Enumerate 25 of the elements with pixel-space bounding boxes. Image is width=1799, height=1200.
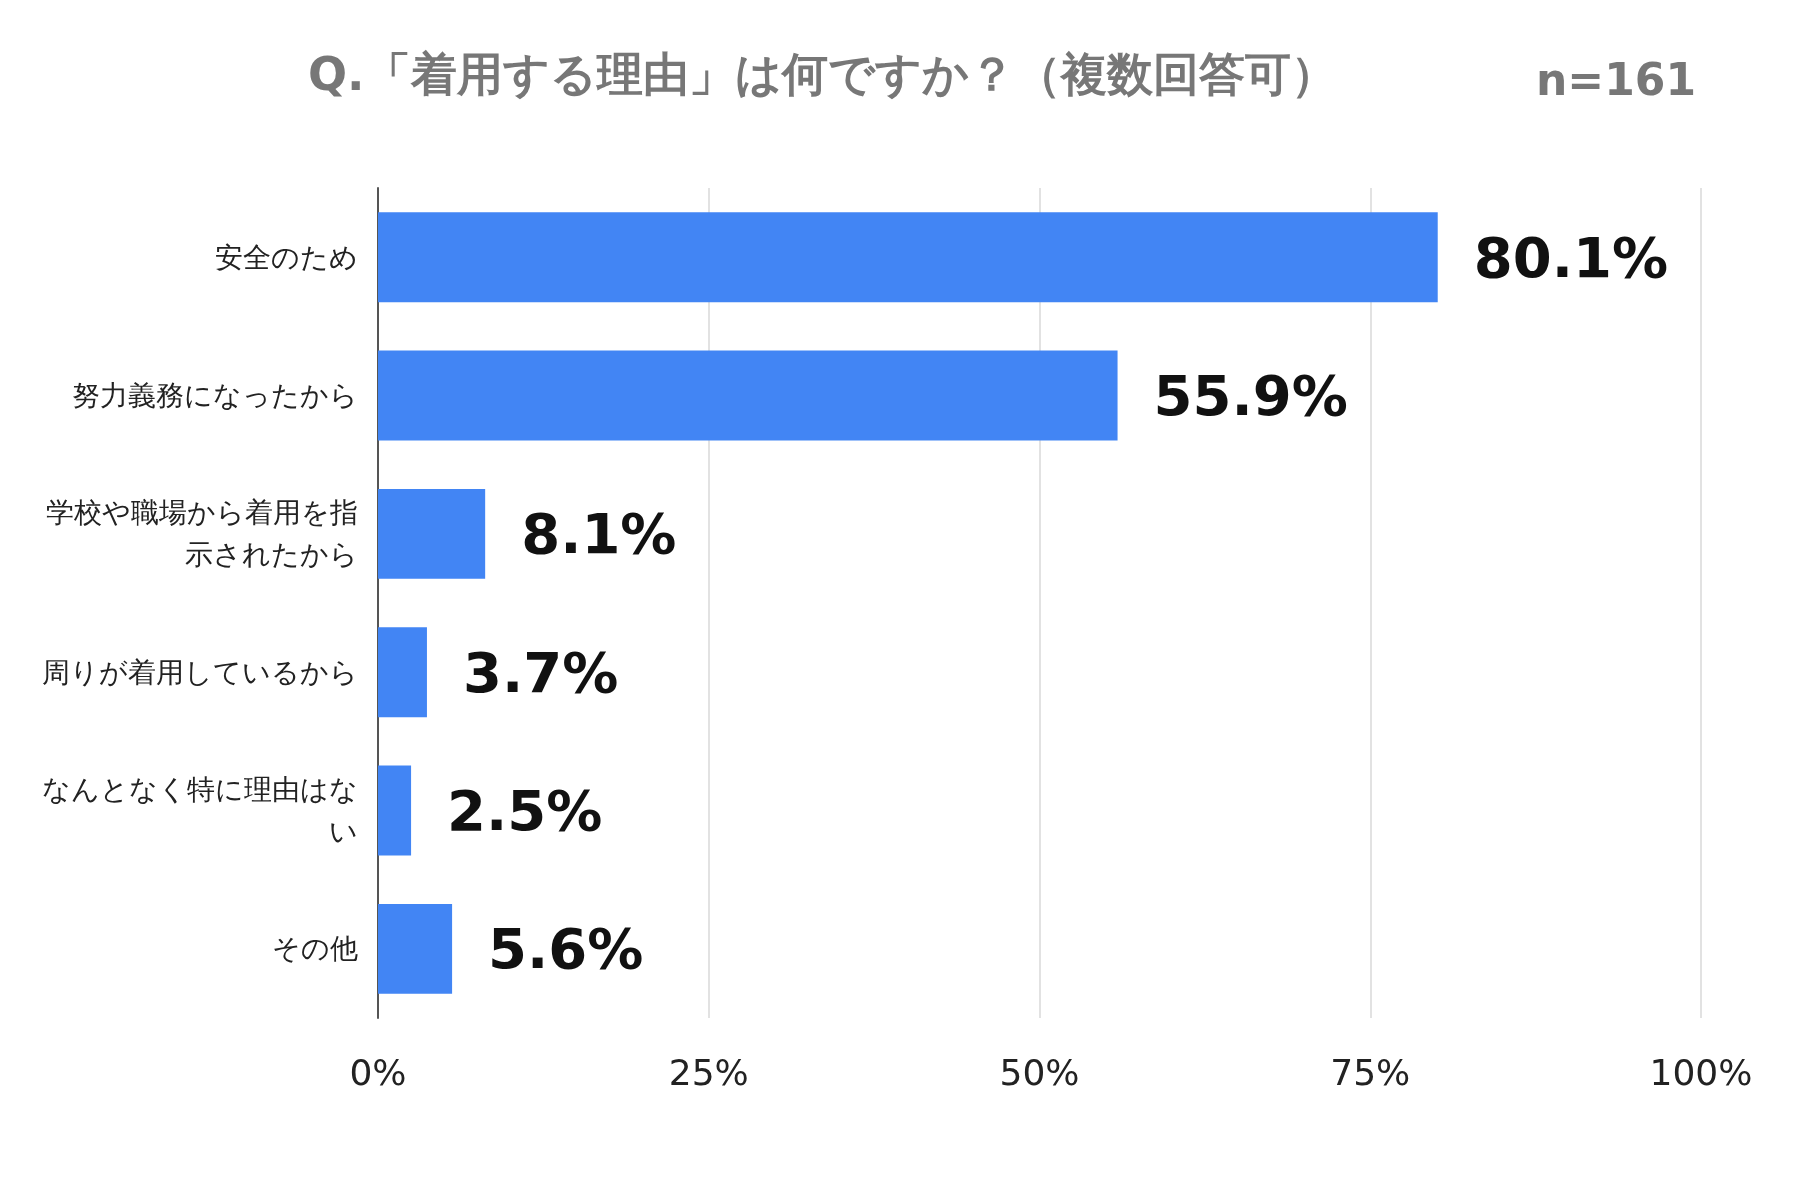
y-tick-label: なんとなく特に理由はない — [42, 773, 358, 848]
chart-title: Q.「着用する理由」は何ですか？（複数回答可） — [308, 47, 1337, 101]
chart-subtitle: n=161 — [1535, 53, 1697, 105]
bar — [378, 765, 412, 856]
data-label: 55.9% — [1153, 363, 1348, 428]
data-label: 8.1% — [521, 501, 677, 567]
x-tick-label: 50% — [999, 1051, 1080, 1093]
y-tick-label: 努力義務になったから — [72, 379, 358, 412]
x-tick-label: 100% — [1649, 1051, 1753, 1093]
bar — [378, 488, 486, 579]
data-label: 2.5% — [447, 778, 603, 843]
data-label: 3.7% — [462, 639, 619, 705]
x-tick-label: 0% — [349, 1051, 407, 1093]
data-label: 5.6% — [488, 916, 644, 982]
bar — [378, 627, 427, 718]
y-tick-label: 安全のため — [215, 240, 358, 274]
bar — [378, 350, 1118, 441]
data-label: 80.1% — [1473, 224, 1668, 290]
bar — [378, 212, 1438, 303]
y-tick-label: 周りが着用しているから — [42, 655, 358, 689]
y-tick-label: その他 — [272, 932, 358, 966]
x-tick-label: 25% — [668, 1051, 749, 1093]
y-tick-label: 学校や職場から着用を指示されたから — [46, 496, 358, 572]
bar — [378, 903, 453, 994]
x-tick-label: 75% — [1330, 1051, 1411, 1093]
